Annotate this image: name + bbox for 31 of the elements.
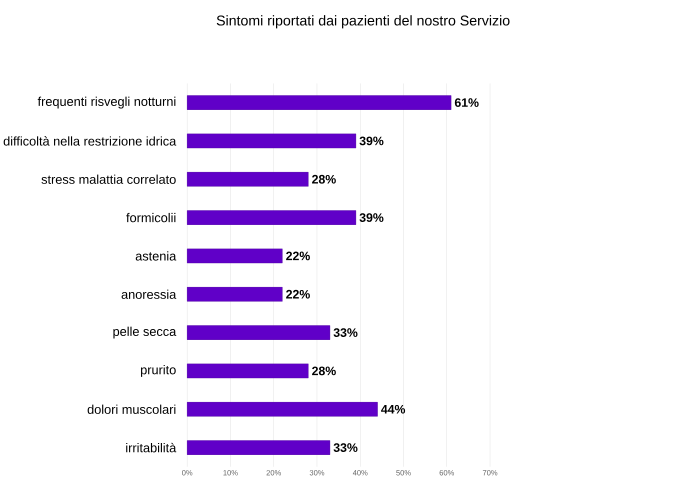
- y-tick-label: prurito: [140, 365, 176, 378]
- data-label: 28%: [312, 366, 336, 376]
- y-tick-label: dolori muscolari: [88, 404, 176, 414]
- bar: [186, 326, 330, 340]
- data-label: 61%: [454, 98, 479, 108]
- data-label: 22%: [286, 252, 310, 260]
- bar: [186, 134, 356, 148]
- data-label: 39%: [360, 213, 384, 222]
- data-label: 33%: [334, 328, 358, 338]
- bar: [186, 364, 309, 378]
- y-tick-label: frequenti risvegli notturni: [38, 96, 176, 109]
- y-tick-label: anoressia: [122, 290, 176, 300]
- bar: [186, 402, 378, 417]
- y-tick-label: difficoltà nella restrizione idrica: [4, 136, 176, 146]
- data-label: 44%: [381, 405, 406, 414]
- bar: [186, 210, 356, 226]
- y-tick-label: stress malattia correlato: [41, 174, 176, 184]
- chart-title: Sintomi riportati dai pazienti del nostro Servizio: [216, 15, 510, 29]
- data-label: 39%: [360, 136, 384, 146]
- y-tick-label: formicolii: [126, 213, 176, 222]
- data-label: 28%: [312, 175, 336, 184]
- bar: [186, 172, 309, 187]
- data-label: 33%: [334, 443, 358, 452]
- bar: [186, 440, 330, 456]
- y-tick-label: irritabilità: [126, 443, 176, 453]
- bar: [186, 96, 452, 110]
- y-tick-label: astenia: [136, 251, 176, 261]
- y-tick-label: pelle secca: [113, 326, 176, 339]
- bar: [186, 248, 283, 264]
- data-label: 22%: [286, 290, 310, 299]
- bar: [186, 287, 283, 302]
